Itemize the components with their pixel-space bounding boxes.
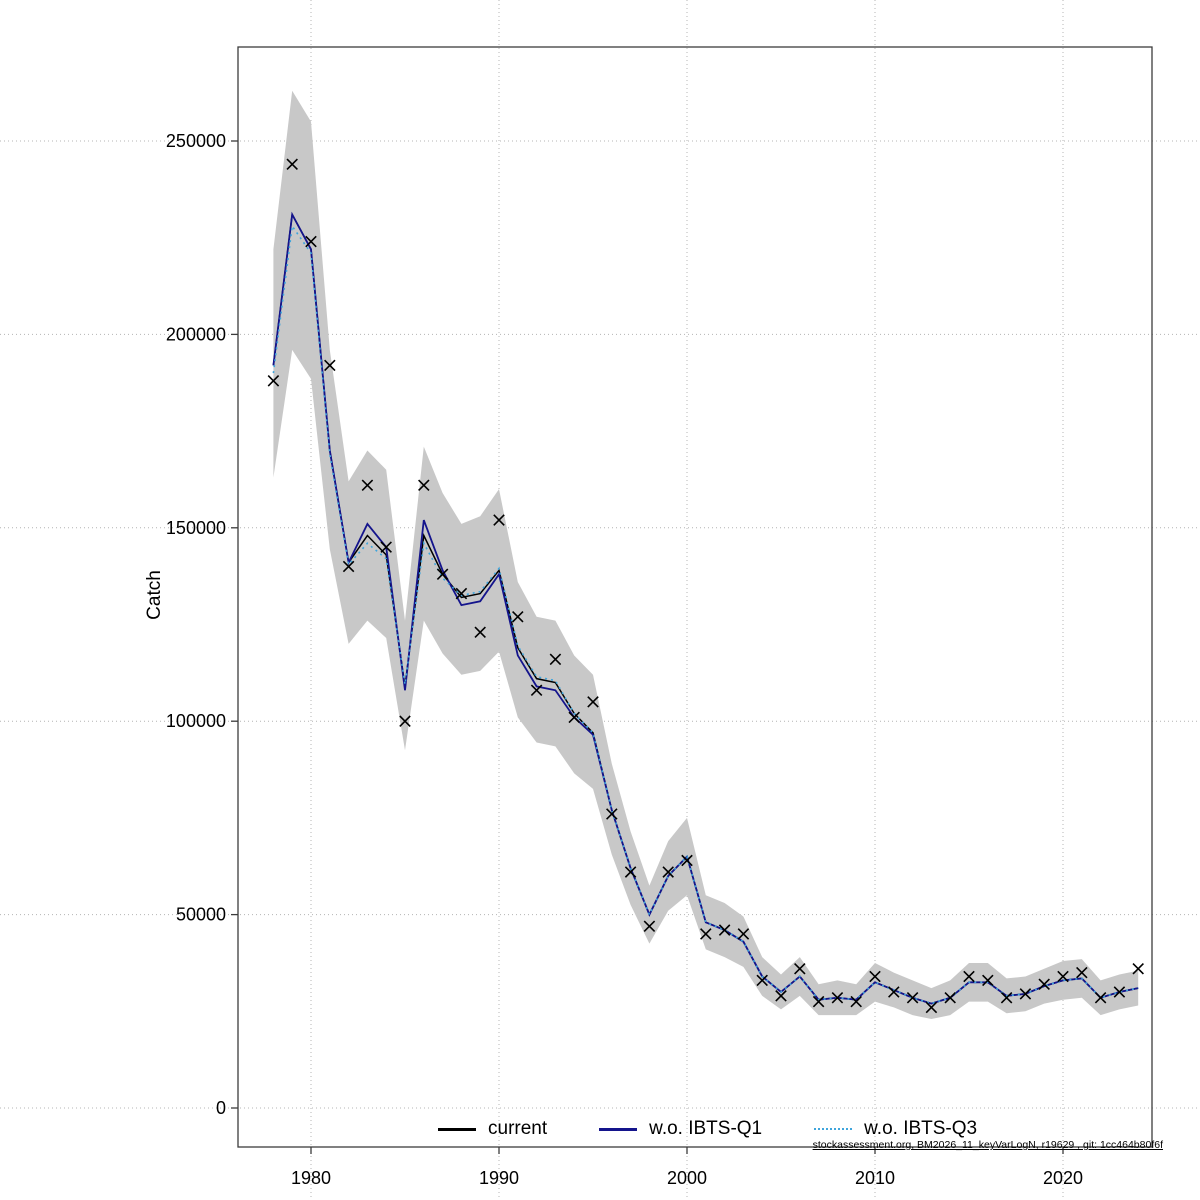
observed-catch-marker [831, 991, 844, 1004]
observed-catch-marker [1038, 978, 1050, 990]
observed-catch-marker [1019, 988, 1032, 1000]
observed-catch-marker [944, 991, 956, 1004]
observed-catch-marker [794, 962, 806, 975]
y-tick-label: 0 [216, 1098, 226, 1118]
legend-item-current: current [438, 1118, 547, 1140]
confidence-band [273, 90, 1139, 1020]
observed-catch-marker [342, 560, 355, 573]
legend: current w.o. IBTS-Q1 w.o. IBTS-Q3 [438, 1118, 977, 1140]
observed-catch-marker [643, 920, 656, 932]
observed-catch-marker [718, 924, 731, 936]
x-tick-label: 1990 [479, 1168, 519, 1188]
x-tick-label: 2020 [1043, 1168, 1083, 1188]
legend-label-current: current [488, 1118, 548, 1139]
observed-catch-marker [963, 970, 975, 983]
observed-catch-marker [925, 1001, 938, 1014]
observed-catch-marker [1113, 986, 1126, 998]
observed-catch-marker [756, 974, 768, 987]
observed-catch-marker [512, 610, 524, 623]
observed-catch-marker [474, 626, 486, 639]
observed-catch-marker [775, 990, 787, 1002]
observed-catch-marker [737, 928, 750, 940]
legend-label-wo-ibts-q1: w.o. IBTS-Q1 [649, 1118, 763, 1139]
observed-catch-marker [888, 986, 900, 998]
observed-catch-marker [530, 684, 543, 697]
observed-catch-marker [1094, 991, 1107, 1004]
observed-catch-marker [587, 696, 599, 708]
observed-catch-marker [1132, 962, 1144, 975]
observed-catch-marker [1076, 966, 1088, 979]
observed-catch-marker [418, 479, 430, 492]
observed-catch-marker [624, 866, 637, 878]
y-tick-label: 100000 [166, 711, 226, 731]
y-axis-title: Catch [144, 570, 165, 620]
observed-catch-marker [1000, 991, 1013, 1004]
observed-catch-marker [906, 991, 919, 1004]
plot-border [237, 46, 1153, 1148]
observed-catch-marker [700, 928, 712, 940]
observed-catch-marker [267, 375, 280, 387]
x-tick-label: 1980 [291, 1168, 331, 1188]
observed-catch-marker [1057, 970, 1069, 983]
observed-catch-marker [324, 359, 336, 372]
legend-item-wo-ibts-q3: w.o. IBTS-Q3 [814, 1118, 977, 1140]
x-tick-label: 2000 [667, 1168, 707, 1188]
observed-catch-marker [606, 808, 618, 820]
observed-catch-marker [850, 995, 862, 1008]
y-tick-label: 200000 [166, 324, 226, 344]
observed-catch-marker [549, 653, 562, 666]
observed-catch-marker [305, 235, 317, 248]
y-tick-label: 50000 [176, 905, 226, 925]
series-line-w-o-ibts-q1 [272, 211, 1139, 1005]
observed-catch-marker [869, 970, 881, 983]
observed-catch-marker [568, 711, 580, 724]
footer-attribution: stockassessment.org, BM2026_11_keyVarLog… [812, 1139, 1163, 1151]
observed-catch-marker [286, 158, 298, 170]
legend-label-wo-ibts-q3: w.o. IBTS-Q3 [864, 1118, 978, 1139]
wo-ibts-q3-line-swatch [814, 1128, 853, 1130]
observed-catch-marker [436, 568, 449, 580]
observed-catch-marker [399, 715, 411, 727]
observed-catch-marker [812, 995, 825, 1008]
observed-catch-marker [982, 974, 994, 987]
observed-catch-marker [455, 587, 468, 600]
observed-catch-marker [380, 541, 392, 553]
observed-catch-marker [361, 479, 374, 492]
observed-catch-marker [662, 866, 674, 878]
current-line-swatch [438, 1127, 476, 1131]
observed-catch-marker [681, 854, 693, 867]
y-tick-label: 150000 [166, 518, 226, 538]
series-line-w-o-ibts-q3 [272, 223, 1139, 1005]
legend-item-wo-ibts-q1: w.o. IBTS-Q1 [599, 1118, 762, 1140]
y-tick-label: 250000 [166, 131, 226, 151]
wo-ibts-q1-line-swatch [599, 1127, 638, 1131]
x-tick-label: 2010 [855, 1168, 895, 1188]
observed-catch-marker [493, 514, 505, 526]
